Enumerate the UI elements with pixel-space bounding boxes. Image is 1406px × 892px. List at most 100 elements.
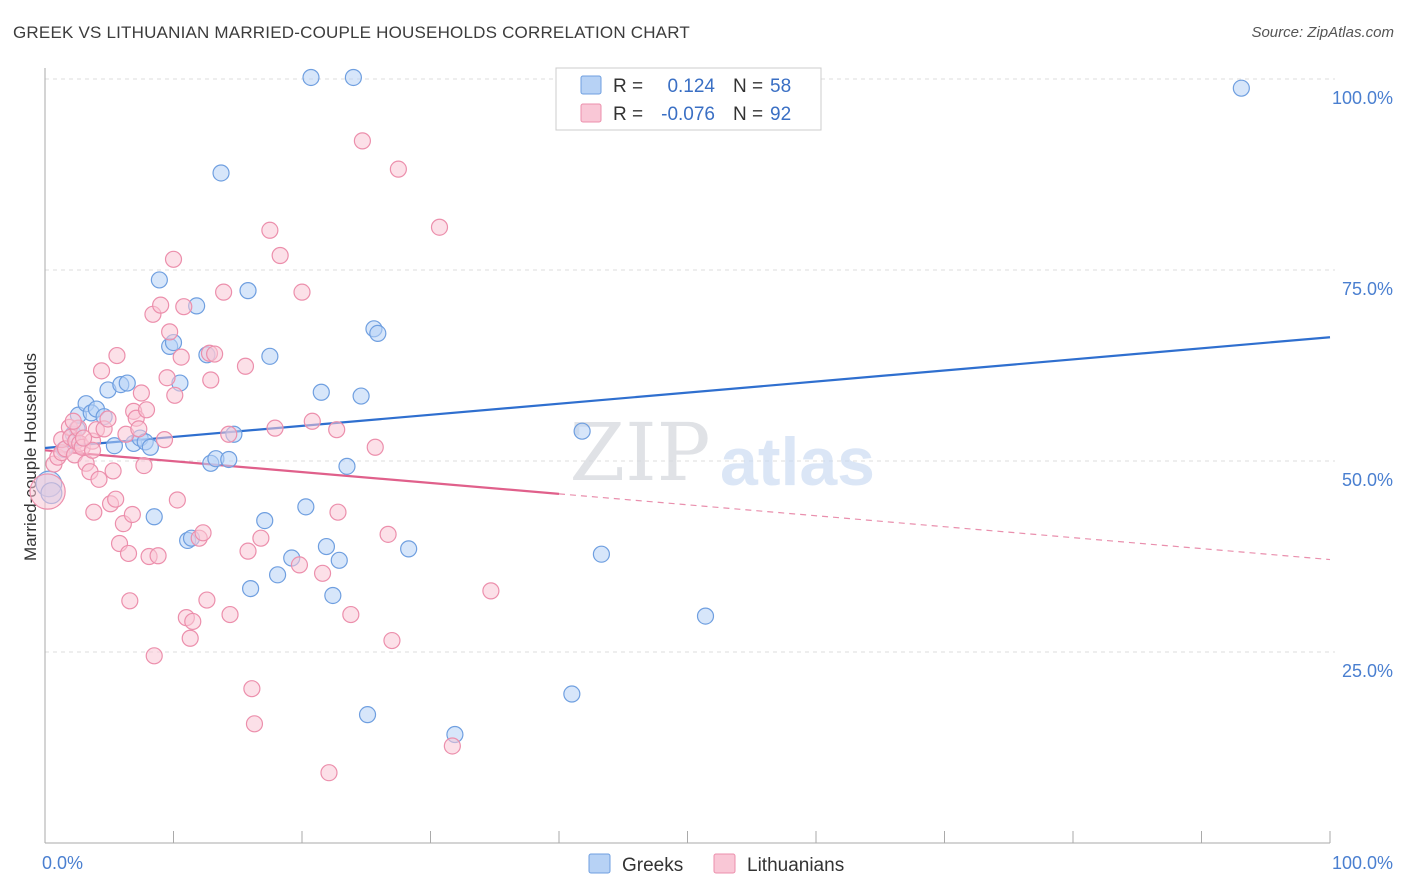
legend-n-label: N = [733,76,763,97]
greek-point [330,551,348,569]
x-tick-labels: 0.0% 100.0% [42,853,1393,873]
greek-point [145,508,163,526]
x-tick-label: 100.0% [1332,853,1393,873]
greek-point [141,438,159,456]
greek-point [338,457,356,475]
trend-lines [44,336,1331,561]
lithuanian-point [158,369,176,387]
lithuanian-point [194,524,212,542]
lithuanian-trend-extension [558,493,1331,561]
bottom-legend-swatch-lithuanians [713,853,736,874]
lithuanian-point [161,323,179,341]
lithuanian-point [379,525,397,543]
legend-r-value: -0.076 [661,104,715,125]
lithuanian-point [266,419,284,437]
lithuanian-point [130,420,148,438]
lithuanian-point [184,612,202,631]
greek-point [324,586,342,605]
lithuanian-point [430,218,449,236]
lithuanian-point [443,737,461,755]
legend-r-label: R = [613,104,643,125]
lithuanian-point [290,556,309,574]
greek-point [358,706,377,724]
greek-point [592,545,611,563]
y-tick-label: 75.0% [1342,279,1393,299]
lithuanian-point [123,505,141,524]
lithuanian-point [313,564,332,582]
lithuanian-point [202,371,220,389]
lithuanian-point [166,386,184,404]
axes [44,68,1331,844]
bottom-legend-greeks: Greeks [622,855,683,876]
greek-point [105,437,123,455]
lithuanian-point [221,605,239,624]
lithuanian-point [104,462,122,480]
greek-point [268,566,287,584]
lithuanian-point [108,346,126,365]
lithuanian-point [155,431,174,449]
lithuanian-point [482,582,500,600]
bottom-legend-lithuanians: Lithuanians [747,855,844,876]
greek-point [239,282,257,300]
greek-point [400,540,418,558]
lithuanian-point [198,591,216,609]
legend-n-value: 92 [770,104,791,125]
y-tick-label: 50.0% [1342,470,1393,490]
greek-point [563,685,581,703]
legend-swatch-greeks [580,75,602,95]
greek-point [696,607,715,625]
lithuanian-point [328,421,346,439]
y-axis-title: Married-couple Households [21,353,40,561]
lithuanian-point [74,429,93,447]
greek-point [302,68,320,87]
watermark: ZIP atlas [569,406,875,500]
lithuanian-point [83,441,102,459]
greek-point [344,68,362,87]
lithuanian-point [271,246,289,265]
greek-point [242,579,260,598]
lithuanian-point [252,529,270,547]
lithuanian-point [245,715,264,733]
greek-point [369,324,387,343]
greek-point [150,271,168,289]
y-tick-label: 100.0% [1332,88,1393,108]
lithuanian-point [90,470,108,488]
lithuanian-point [107,490,125,508]
chart-title: GREEK VS LITHUANIAN MARRIED-COUPLE HOUSE… [13,23,690,42]
legend-n-label: N = [733,104,763,125]
legend-r-label: R = [613,76,643,97]
lithuanian-point [206,345,224,363]
lithuanian-point [99,410,117,428]
greek-point [220,450,238,469]
greek-trend-line [44,336,1331,450]
lithuanian-point [366,438,384,456]
legend-swatch-lithuanians [580,103,602,123]
greek-point [261,347,279,365]
lithuanian-trend-line [44,449,560,495]
greek-point [118,374,136,392]
lithuanian-point [132,384,150,402]
lithuanian-point [239,542,257,560]
bottom-legend-swatch-greeks [588,853,611,874]
lithuanian-point [353,132,371,150]
legend-r-value: 0.124 [667,76,715,97]
lithuanian-point [85,503,103,521]
greek-point [352,387,370,405]
lithuanian-point [168,491,186,509]
greek-point [297,498,315,516]
lithuanian-point [220,425,238,443]
lithuanian-point [261,221,279,239]
lithuanian-point [320,764,338,782]
lithuanian-point [145,647,163,665]
lithuanian-point [135,456,153,475]
legend: R = 0.124 N = 58 R = -0.076 N = 92 [555,67,822,131]
lithuanian-point [119,544,138,563]
greek-point [312,383,330,401]
lithuanian-point [329,503,347,521]
lithuanian-point [215,283,233,301]
x-tick-label: 0.0% [42,853,83,873]
lithuanian-point [29,473,66,510]
lithuanian-point [342,605,360,624]
lithuanian-point [303,412,321,430]
